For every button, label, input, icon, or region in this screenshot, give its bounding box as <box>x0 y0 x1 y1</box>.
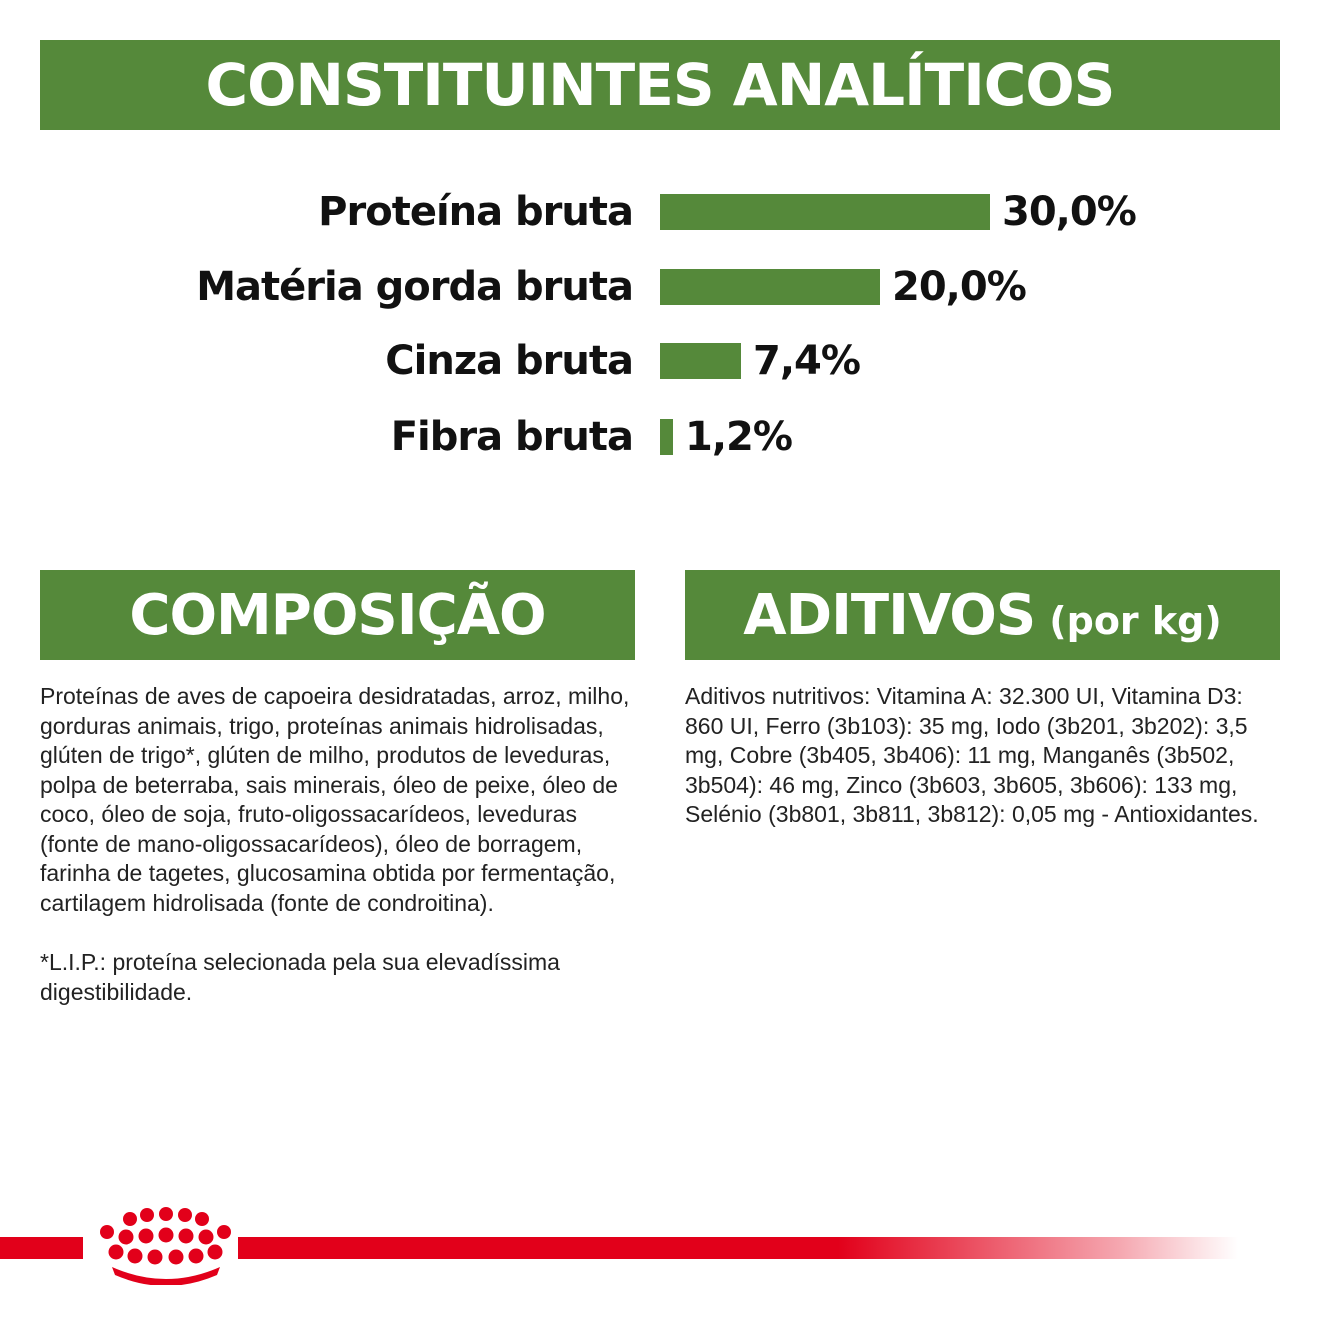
row-bar <box>660 269 880 305</box>
row-value: 20,0% <box>892 264 1027 310</box>
row-label: Cinza bruta <box>385 338 634 384</box>
row-bar <box>660 419 673 455</box>
row-label: Proteína bruta <box>318 189 634 235</box>
analiticos-row-proteina: Proteína bruta 30,0% <box>0 187 1320 237</box>
aditivos-subtitle: (por kg) <box>1049 599 1222 643</box>
row-value: 1,2% <box>685 414 793 460</box>
analiticos-title: CONSTITUINTES ANALÍTICOS <box>205 51 1116 119</box>
composicao-banner: COMPOSIÇÃO <box>40 570 635 660</box>
analiticos-banner: CONSTITUINTES ANALÍTICOS <box>40 40 1280 130</box>
row-value: 7,4% <box>753 338 861 384</box>
analiticos-row-fibra: Fibra bruta 1,2% <box>0 412 1320 462</box>
composicao-title: COMPOSIÇÃO <box>129 582 546 648</box>
analiticos-row-gordura: Matéria gorda bruta 20,0% <box>0 262 1320 312</box>
row-bar <box>660 343 741 379</box>
aditivos-banner: ADITIVOS (por kg) <box>685 570 1280 660</box>
aditivos-text: Aditivos nutritivos: Vitamina A: 32.300 … <box>685 683 1259 827</box>
aditivos-title: ADITIVOS <box>743 582 1036 648</box>
row-value: 30,0% <box>1002 189 1137 235</box>
row-bar <box>660 194 990 230</box>
royal-canin-crown-icon <box>100 1207 231 1285</box>
footer-red-line-left <box>0 1237 83 1259</box>
composicao-text: Proteínas de aves de capoeira desidratad… <box>40 683 630 916</box>
analiticos-row-cinza: Cinza bruta 7,4% <box>0 336 1320 386</box>
lip-footnote: *L.I.P.: proteína selecionada pela sua e… <box>40 949 560 1005</box>
row-label: Fibra bruta <box>390 414 634 460</box>
footer-red-line-right <box>238 1237 1238 1259</box>
row-label: Matéria gorda bruta <box>196 264 634 310</box>
